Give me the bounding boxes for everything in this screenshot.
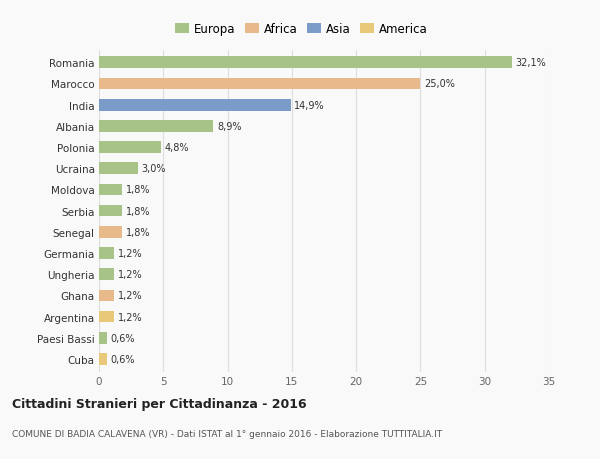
- Text: COMUNE DI BADIA CALAVENA (VR) - Dati ISTAT al 1° gennaio 2016 - Elaborazione TUT: COMUNE DI BADIA CALAVENA (VR) - Dati IST…: [12, 429, 442, 438]
- Bar: [99, 205, 122, 217]
- Text: 1,2%: 1,2%: [118, 312, 143, 322]
- Bar: [99, 332, 107, 344]
- Bar: [99, 163, 137, 175]
- Bar: [99, 269, 115, 280]
- Bar: [99, 226, 122, 238]
- Bar: [99, 121, 214, 132]
- Bar: [99, 311, 115, 323]
- Bar: [99, 247, 115, 259]
- Text: 1,8%: 1,8%: [126, 206, 151, 216]
- Bar: [99, 184, 122, 196]
- Text: 4,8%: 4,8%: [164, 143, 189, 153]
- Bar: [99, 57, 512, 69]
- Text: 8,9%: 8,9%: [217, 122, 242, 132]
- Text: 0,6%: 0,6%: [110, 354, 135, 364]
- Text: 1,8%: 1,8%: [126, 185, 151, 195]
- Text: 1,2%: 1,2%: [118, 291, 143, 301]
- Text: Cittadini Stranieri per Cittadinanza - 2016: Cittadini Stranieri per Cittadinanza - 2…: [12, 397, 307, 410]
- Text: 0,6%: 0,6%: [110, 333, 135, 343]
- Bar: [99, 78, 421, 90]
- Text: 14,9%: 14,9%: [295, 101, 325, 111]
- Bar: [99, 353, 107, 365]
- Bar: [99, 100, 290, 111]
- Text: 1,2%: 1,2%: [118, 248, 143, 258]
- Legend: Europa, Africa, Asia, America: Europa, Africa, Asia, America: [173, 21, 430, 38]
- Bar: [99, 290, 115, 302]
- Text: 25,0%: 25,0%: [424, 79, 455, 90]
- Text: 3,0%: 3,0%: [142, 164, 166, 174]
- Bar: [99, 142, 161, 154]
- Text: 32,1%: 32,1%: [515, 58, 547, 68]
- Text: 1,2%: 1,2%: [118, 269, 143, 280]
- Text: 1,8%: 1,8%: [126, 227, 151, 237]
